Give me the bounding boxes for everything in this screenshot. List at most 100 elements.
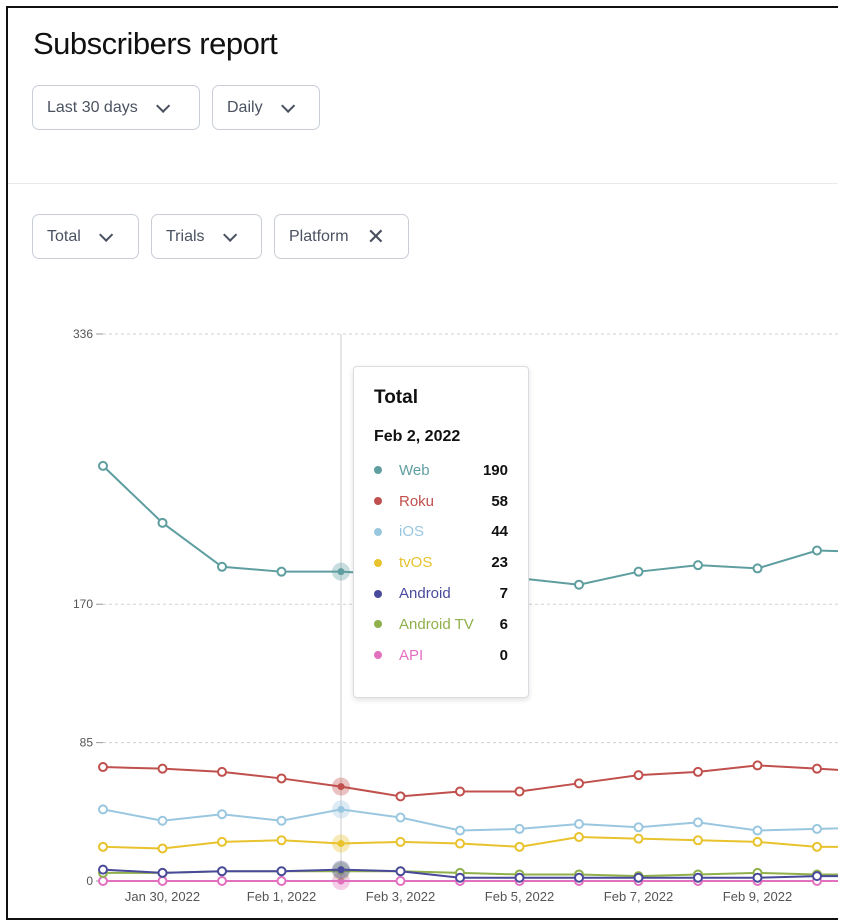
data-point [157, 867, 168, 878]
y-tick-label: 170 [73, 597, 93, 611]
data-point [276, 876, 287, 886]
data-point [455, 825, 465, 836]
x-tick-label: Jan 30, 2022 [125, 889, 200, 904]
data-point [395, 836, 406, 847]
data-point [633, 833, 644, 844]
series-color-dot [374, 620, 382, 629]
series-color-dot [374, 466, 382, 475]
data-point [752, 563, 763, 574]
data-point [217, 876, 227, 886]
data-point [98, 864, 108, 875]
data-point [276, 866, 287, 877]
x-tick-label: Feb 3, 2022 [366, 889, 435, 904]
line-chart: 0 85 170 336 Jan 30, 2022 Feb 1, 2022 Feb 3, 2… [73, 327, 838, 904]
data-point [633, 822, 644, 833]
data-point [633, 872, 644, 883]
series-name: Roku [399, 492, 435, 510]
data-point [693, 872, 703, 883]
data-point [395, 876, 406, 886]
data-point [157, 517, 168, 528]
data-point [633, 770, 644, 781]
data-point [217, 866, 227, 877]
y-tick-label: 336 [73, 327, 93, 341]
data-point [693, 766, 703, 777]
data-point [98, 804, 108, 815]
data-point [395, 791, 406, 802]
series-value: 6 [499, 615, 508, 633]
tooltip-title: Total [374, 387, 418, 408]
data-point [574, 579, 584, 590]
data-point [276, 773, 287, 784]
data-point [217, 561, 227, 572]
series-value: 0 [499, 646, 508, 664]
series-line-roku [102, 764, 838, 798]
y-tick-label: 85 [80, 736, 94, 750]
divider [8, 183, 838, 184]
series-name: Android [399, 585, 451, 603]
type-dropdown[interactable]: Trials [151, 214, 262, 259]
series-value: 7 [499, 585, 508, 603]
data-point [574, 778, 584, 789]
segment-filter-chip[interactable]: Platform ✕ [274, 214, 409, 259]
data-point [337, 783, 345, 791]
data-point [276, 815, 287, 826]
data-point [752, 760, 763, 771]
type-label: Trials [166, 227, 205, 245]
series-name: Web [399, 461, 430, 479]
series-name: iOS [399, 523, 425, 541]
series-name: Android TV [399, 615, 474, 633]
series-name: API [399, 646, 424, 664]
data-point [812, 823, 822, 834]
date-range-dropdown[interactable]: Last 30 days [32, 85, 200, 130]
tooltip-row: Android TV 6 [374, 609, 508, 640]
data-point [574, 832, 584, 843]
data-point [693, 835, 703, 846]
data-point [514, 786, 525, 797]
series-line-android [102, 868, 838, 879]
x-tick-label: Feb 5, 2022 [485, 889, 554, 904]
series-color-dot [374, 589, 382, 598]
data-point [514, 841, 525, 852]
data-point [98, 762, 108, 773]
data-point [217, 766, 227, 777]
close-icon[interactable]: ✕ [366, 223, 386, 249]
data-point [812, 545, 822, 556]
metric-label: Total [47, 227, 81, 245]
series-color-dot [374, 651, 382, 660]
data-point [812, 763, 822, 774]
tooltip-row: iOS 44 [374, 517, 508, 548]
date-range-label: Last 30 days [47, 98, 138, 116]
series-value: 44 [491, 523, 508, 541]
data-point [337, 866, 345, 874]
data-point [157, 876, 168, 886]
data-point [276, 835, 287, 846]
series-line-tvos [102, 836, 838, 850]
x-tick-label: Feb 7, 2022 [604, 889, 673, 904]
data-point [337, 840, 345, 848]
tooltip-row: Roku 58 [374, 486, 508, 517]
data-point [752, 836, 763, 847]
series-color-dot [374, 558, 382, 567]
tooltip-row: Android 7 [374, 578, 508, 609]
series-value: 58 [491, 492, 508, 510]
data-point [337, 877, 345, 885]
interval-dropdown[interactable]: Daily [212, 85, 320, 130]
x-tick-label: Feb 9, 2022 [723, 889, 792, 904]
series-name: tvOS [399, 554, 433, 572]
data-point [337, 568, 345, 576]
tooltip-date: Feb 2, 2022 [374, 428, 461, 445]
data-point [276, 566, 287, 577]
data-point [217, 809, 227, 820]
data-point [395, 866, 406, 877]
data-point [574, 819, 584, 830]
page-title: Subscribers report [33, 26, 278, 61]
metric-dropdown[interactable]: Total [32, 214, 139, 259]
data-point [455, 838, 465, 849]
data-point [98, 460, 108, 471]
data-point [98, 876, 108, 886]
data-point [812, 871, 822, 882]
y-tick-label: 0 [86, 874, 93, 888]
series-line-ios [102, 808, 838, 832]
x-tick-label: Feb 1, 2022 [247, 889, 316, 904]
data-point [98, 841, 108, 852]
